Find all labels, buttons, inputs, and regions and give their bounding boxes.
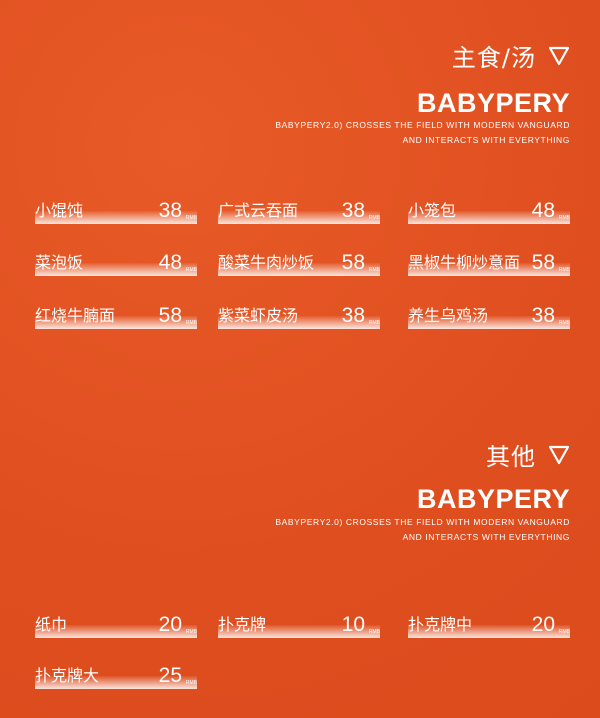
item-name: 酸菜牛肉炒饭 xyxy=(218,253,315,272)
item-price: 10 xyxy=(341,613,365,636)
item-price: 38 xyxy=(341,304,365,327)
subtitle-line: AND INTERACTS WITH EVERYTHING xyxy=(402,135,570,145)
item-unit: RMB xyxy=(558,629,570,635)
item-unit: RMB xyxy=(558,320,570,326)
item-price: 38 xyxy=(158,199,182,222)
menu-item[interactable]: 黑椒牛柳炒意面 58 RMB xyxy=(408,251,570,276)
item-price: 38 xyxy=(341,199,365,222)
menu-item[interactable]: 菜泡饭 48 RMB xyxy=(35,251,197,276)
menu-item[interactable]: 广式云吞面 38 RMB xyxy=(218,199,380,224)
item-unit: RMB xyxy=(368,320,380,326)
item-price: 48 xyxy=(158,251,182,274)
item-name: 菜泡饭 xyxy=(35,253,84,272)
menu-item[interactable]: 紫菜虾皮汤 38 RMB xyxy=(218,304,380,329)
brand-subtitle: BABYPERY2.0) CROSSES THE FIELD WITH MODE… xyxy=(275,118,570,148)
menu-item[interactable]: 小笼包 48 RMB xyxy=(408,199,570,224)
item-price: 58 xyxy=(531,251,555,274)
underline-bar xyxy=(35,316,197,329)
item-price: 48 xyxy=(531,199,555,222)
item-name: 扑克牌 xyxy=(218,615,267,634)
item-price: 58 xyxy=(158,304,182,327)
brand-subtitle: BABYPERY2.0) CROSSES THE FIELD WITH MODE… xyxy=(275,515,570,545)
item-unit: RMB xyxy=(185,267,197,273)
item-name: 扑克牌大 xyxy=(35,666,100,685)
item-name: 养生乌鸡汤 xyxy=(408,306,489,325)
underline-bar xyxy=(35,625,197,638)
underline-bar xyxy=(408,316,570,329)
item-price: 20 xyxy=(158,613,182,636)
underline-bar xyxy=(218,263,380,276)
item-unit: RMB xyxy=(185,320,197,326)
brand-title: BABYPERY xyxy=(416,484,570,514)
item-unit: RMB xyxy=(558,215,570,221)
triangle-down-icon xyxy=(548,46,570,65)
item-name: 小馄饨 xyxy=(35,201,84,220)
underline-bar xyxy=(35,676,197,689)
section-title-text: 其他 xyxy=(486,443,536,471)
triangle-down-icon xyxy=(548,445,570,464)
item-unit: RMB xyxy=(185,215,197,221)
underline-bar xyxy=(218,211,380,224)
menu-item[interactable]: 纸巾 20 RMB xyxy=(35,613,197,638)
underline-bar xyxy=(218,625,380,638)
underline-bar xyxy=(35,263,197,276)
underline-bar xyxy=(35,211,197,224)
item-price: 38 xyxy=(531,304,555,327)
menu-item[interactable]: 小馄饨 38 RMB xyxy=(35,199,197,224)
item-price: 58 xyxy=(341,251,365,274)
underline-bar xyxy=(408,211,570,224)
menu-item[interactable]: 红烧牛腩面 58 RMB xyxy=(35,304,197,329)
item-name: 扑克牌中 xyxy=(408,615,473,634)
item-unit: RMB xyxy=(558,267,570,273)
item-unit: RMB xyxy=(185,629,197,635)
item-name: 广式云吞面 xyxy=(218,201,299,220)
item-price: 25 xyxy=(158,664,182,687)
item-name: 黑椒牛柳炒意面 xyxy=(408,253,521,272)
menu-item[interactable]: 扑克牌大 25 RMB xyxy=(35,664,197,689)
item-unit: RMB xyxy=(368,215,380,221)
subtitle-line: AND INTERACTS WITH EVERYTHING xyxy=(402,532,570,542)
underline-bar xyxy=(408,263,570,276)
item-name: 紫菜虾皮汤 xyxy=(218,306,299,325)
menu-item[interactable]: 扑克牌中 20 RMB xyxy=(408,613,570,638)
brand-title: BABYPERY xyxy=(416,88,570,118)
item-unit: RMB xyxy=(368,629,380,635)
menu-item[interactable]: 酸菜牛肉炒饭 58 RMB xyxy=(218,251,380,276)
menu-item[interactable]: 扑克牌 10 RMB xyxy=(218,613,380,638)
item-unit: RMB xyxy=(185,680,197,686)
subtitle-line: BABYPERY2.0) CROSSES THE FIELD WITH MODE… xyxy=(275,517,570,527)
item-unit: RMB xyxy=(368,267,380,273)
subtitle-line: BABYPERY2.0) CROSSES THE FIELD WITH MODE… xyxy=(275,120,570,130)
item-name: 小笼包 xyxy=(408,201,457,220)
item-name: 红烧牛腩面 xyxy=(35,306,116,325)
underline-bar xyxy=(408,625,570,638)
section-title[interactable]: 主食/汤 xyxy=(452,38,570,73)
item-name: 纸巾 xyxy=(35,615,68,634)
section-title[interactable]: 其他 xyxy=(486,437,570,472)
item-price: 20 xyxy=(531,613,555,636)
section-title-text: 主食/汤 xyxy=(451,44,536,72)
underline-bar xyxy=(218,316,380,329)
menu-item[interactable]: 养生乌鸡汤 38 RMB xyxy=(408,304,570,329)
